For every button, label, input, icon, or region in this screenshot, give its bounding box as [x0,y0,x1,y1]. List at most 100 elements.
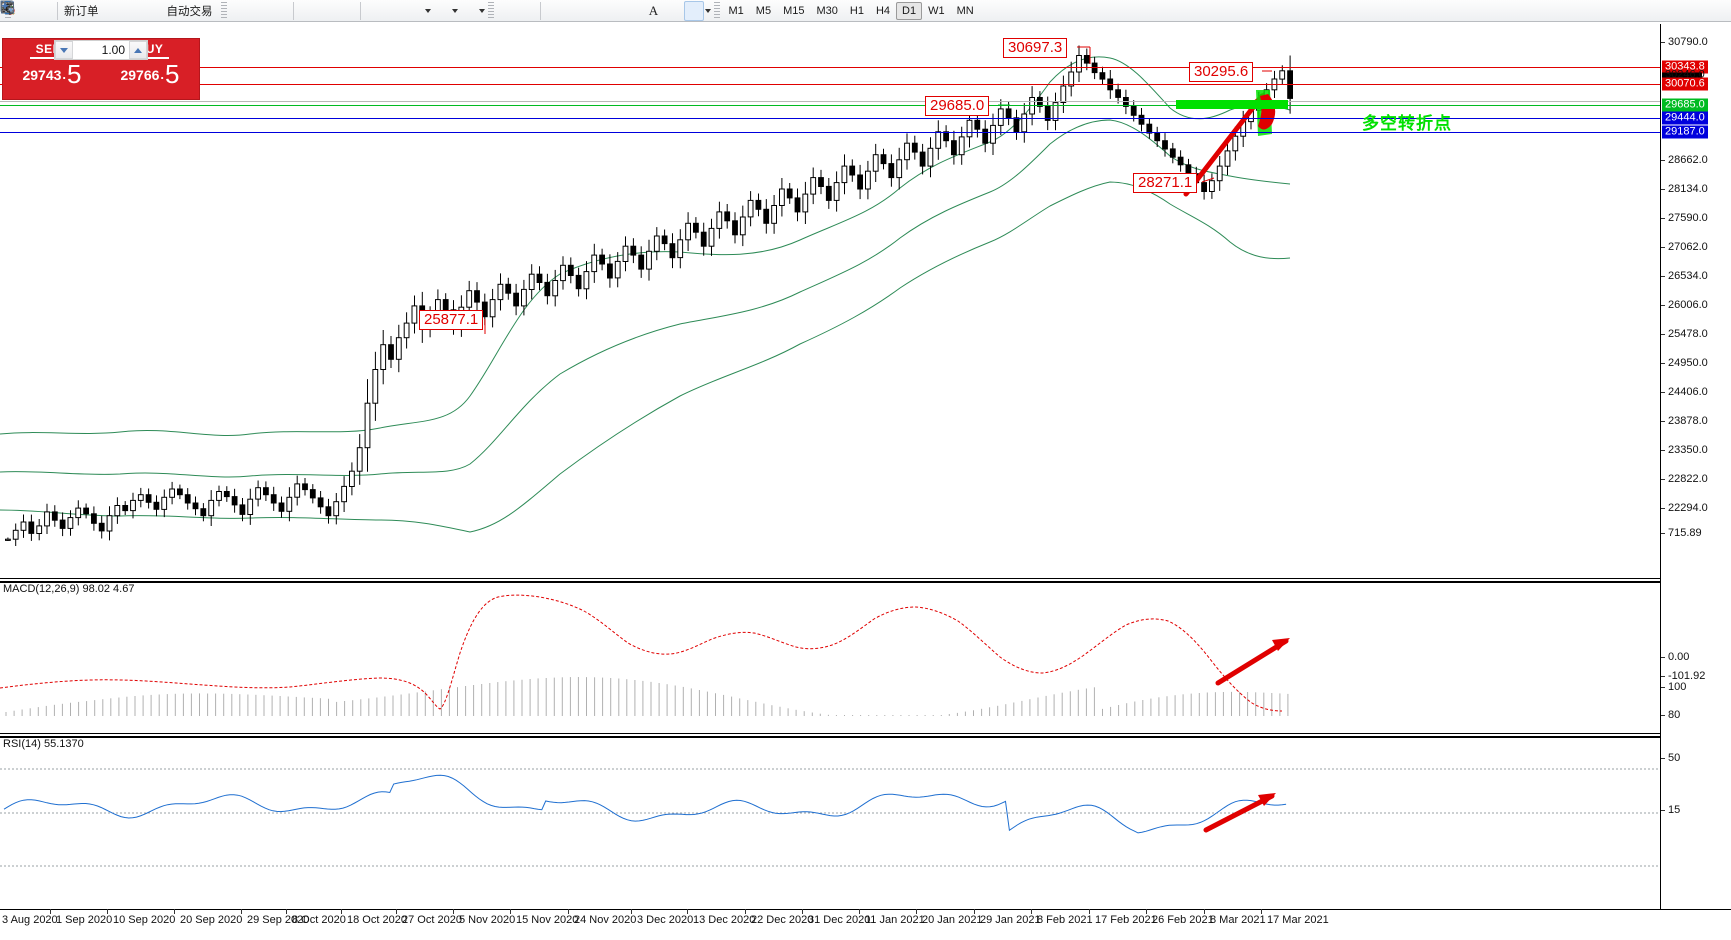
chart-shift-icon[interactable] [1,1,404,21]
period-chevron-down-icon[interactable] [451,8,458,13]
date-tick: 17 Feb 2021 [1089,909,1157,926]
add-indicator-chevron-down-icon[interactable] [424,8,431,13]
auto-scroll-icon[interactable] [1,1,384,21]
price-tick: 22294.0 [1661,502,1708,514]
price-label-25877[interactable]: 25877.1 [419,310,484,330]
date-axis[interactable]: 3 Aug 2020 1 Sep 2020 10 Sep 2020 20 Sep… [0,909,1731,940]
toolbar-divider-2 [292,1,294,20]
pane-separator-2b [0,736,1660,737]
zoom-out-icon[interactable] [1,1,337,21]
price-label-30295[interactable]: 30295.6 [1189,62,1254,82]
timeframe-m30[interactable]: M30 [816,4,838,17]
date-tick: 29 Sep 2020 [240,909,310,926]
rsi-pane[interactable] [0,737,1660,909]
auto-trading-button[interactable]: 自动交易 [1,1,218,21]
text-label-icon[interactable]: T [1,1,684,21]
candlestick-series [5,45,1293,546]
buy-button[interactable]: BUY 29766 . 5 [101,38,200,100]
support-zone-highlight [1176,100,1288,109]
level-line-29187 [0,132,1660,133]
data-window-icon[interactable] [0,0,54,21]
sell-price-integer: 29743 [22,67,62,84]
toolbar-grip-4[interactable] [713,1,720,20]
rsi-axis-tick-15: 15 [1661,804,1680,816]
timeframe-w1[interactable]: W1 [928,4,945,17]
price-tick: 28134.0 [1661,183,1708,195]
expert-advisor-icon[interactable] [1,1,124,21]
terminal-icon[interactable] [1,1,34,21]
vertical-line-icon[interactable] [6,1,564,21]
toolbar-divider-4 [539,1,541,20]
price-label-28271[interactable]: 28271.1 [1133,173,1198,193]
text-icon[interactable]: A [648,2,659,18]
date-tick: 5 Nov 2020 [452,909,516,926]
rsi-axis-tick-100: 100 [1661,681,1686,693]
timeframe-mn[interactable]: MN [956,4,974,17]
price-tick: 30790.0 [1661,36,1708,48]
date-tick: 31 Dec 2020 [801,909,871,926]
rsi-trend-arrow [1203,793,1276,833]
sell-price: 29743 . 5 [22,61,81,87]
turning-point-note[interactable]: 多空转折点 [1362,114,1452,134]
toolbar-grip-2[interactable] [220,1,227,20]
price-tick: 23350.0 [1661,444,1708,456]
macd-pane[interactable] [0,582,1660,734]
templates-chevron-down-icon[interactable] [478,8,485,13]
mql5-community-icon[interactable] [2,1,144,21]
signals-icon[interactable] [1,1,164,21]
equidistant-channel-icon[interactable]: E [1,1,624,21]
rsi-svg [0,768,1660,867]
shapes-icon[interactable] [1,0,704,21]
trendline-icon[interactable] [2,1,604,21]
cursor-icon[interactable] [4,1,517,21]
templates-icon[interactable] [1,1,478,21]
period-icon[interactable] [0,0,451,21]
date-tick: 3 Aug 2020 [2,914,58,926]
date-tick: 24 Nov 2020 [567,909,637,926]
crosshair-icon[interactable] [2,1,537,21]
shapes-chevron-down-icon[interactable] [704,8,711,13]
price-label-29685[interactable]: 29685.0 [925,96,990,116]
bar-chart-icon[interactable] [1,1,250,21]
timeframe-m5[interactable]: M5 [755,4,772,17]
add-indicator-icon[interactable] [1,0,424,21]
timeframe-h4[interactable]: H4 [875,4,890,17]
one-click-trading-panel[interactable]: SELL 29743 . 5 BUY 29766 . 5 1.00 [2,38,200,100]
volume-increase-button[interactable] [129,41,147,59]
last-candle-highlight [1256,90,1276,136]
line-chart-icon[interactable] [1,1,290,21]
date-tick: 27 Oct 2020 [396,909,462,926]
sell-price-dot: . [62,67,67,83]
timeframe-m1[interactable]: M1 [728,4,744,17]
buy-price-dot: . [160,67,165,83]
price-tick: 23878.0 [1661,415,1708,427]
volume-stepper[interactable]: 1.00 [54,40,148,60]
price-badge-29187: 29187.0 [1662,125,1708,139]
price-chart-svg [0,45,1293,546]
tile-windows-icon[interactable] [1,1,357,21]
volume-value[interactable]: 1.00 [101,43,125,57]
candlestick-chart-icon[interactable] [1,1,270,21]
fibonacci-icon[interactable]: F [2,1,644,21]
price-label-30697[interactable]: 30697.3 [1003,38,1068,58]
volume-decrease-button[interactable] [55,41,73,59]
pane-separator-1 [0,578,1660,579]
macd-indicator-label: MACD(12,26,9) 98.02 4.67 [3,583,135,595]
date-tick: 1 Sep 2020 [49,909,113,926]
timeframe-m15[interactable]: M15 [783,4,805,17]
horizontal-line-icon[interactable] [2,1,584,21]
price-chart-pane[interactable] [0,24,1660,580]
buy-price-fraction: 5 [165,59,180,89]
zoom-in-icon[interactable] [1,1,317,21]
timeframe-h1[interactable]: H1 [849,4,864,17]
price-badge-30343: 30343.8 [1662,60,1708,74]
new-order-button[interactable]: 新订单 [1,0,104,21]
timeframe-d1[interactable]: D1 [896,1,923,20]
toolbar-grip-3[interactable] [487,1,494,20]
macd-axis-tick-max: 715.89 [1661,527,1702,539]
rsi-axis-tick-80: 80 [1661,709,1680,721]
price-axis[interactable]: 30790.0 28662.0 28134.0 27590.0 27062.0 … [1660,24,1731,909]
bollinger-upper-band [0,56,1291,437]
rsi-line [3,774,1287,834]
